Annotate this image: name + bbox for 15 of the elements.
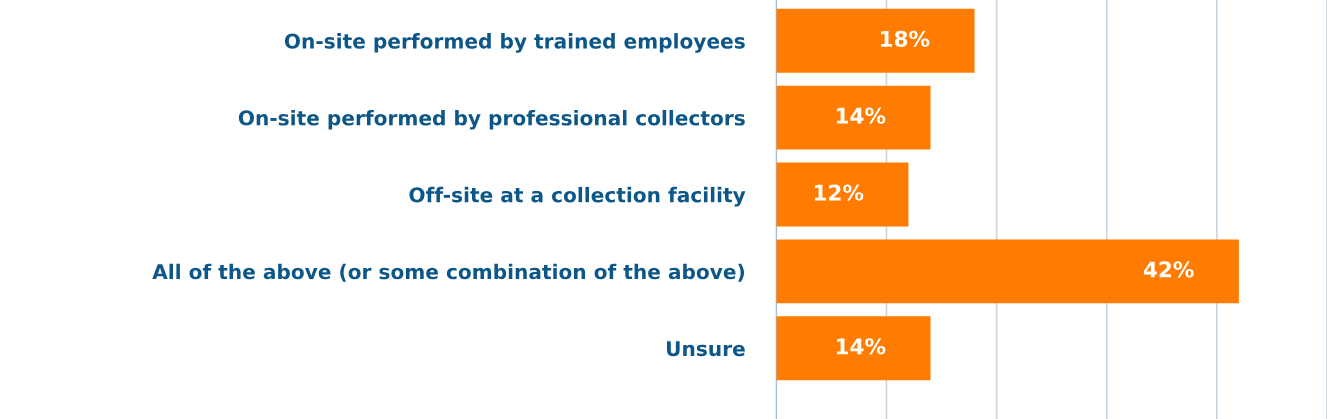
y-tick-label: All of the above (or some combination of the above) <box>152 263 745 282</box>
y-tick-label: Unsure <box>666 341 745 357</box>
bar <box>776 239 1239 304</box>
data-label: 14% <box>836 338 886 355</box>
bar <box>776 162 909 227</box>
data-label: 12% <box>814 184 864 201</box>
data-label: 14% <box>836 107 886 124</box>
y-tick-label: On-site performed by trained employees <box>284 33 745 53</box>
data-label: 18% <box>881 30 930 47</box>
bar <box>776 85 931 150</box>
bar <box>776 8 975 73</box>
y-tick-label: On-site performed by professional collectors <box>238 109 745 130</box>
y-tick-label: Off-site at a collection facility <box>409 186 746 207</box>
data-label: 42% <box>1143 261 1194 278</box>
bar <box>776 316 931 381</box>
